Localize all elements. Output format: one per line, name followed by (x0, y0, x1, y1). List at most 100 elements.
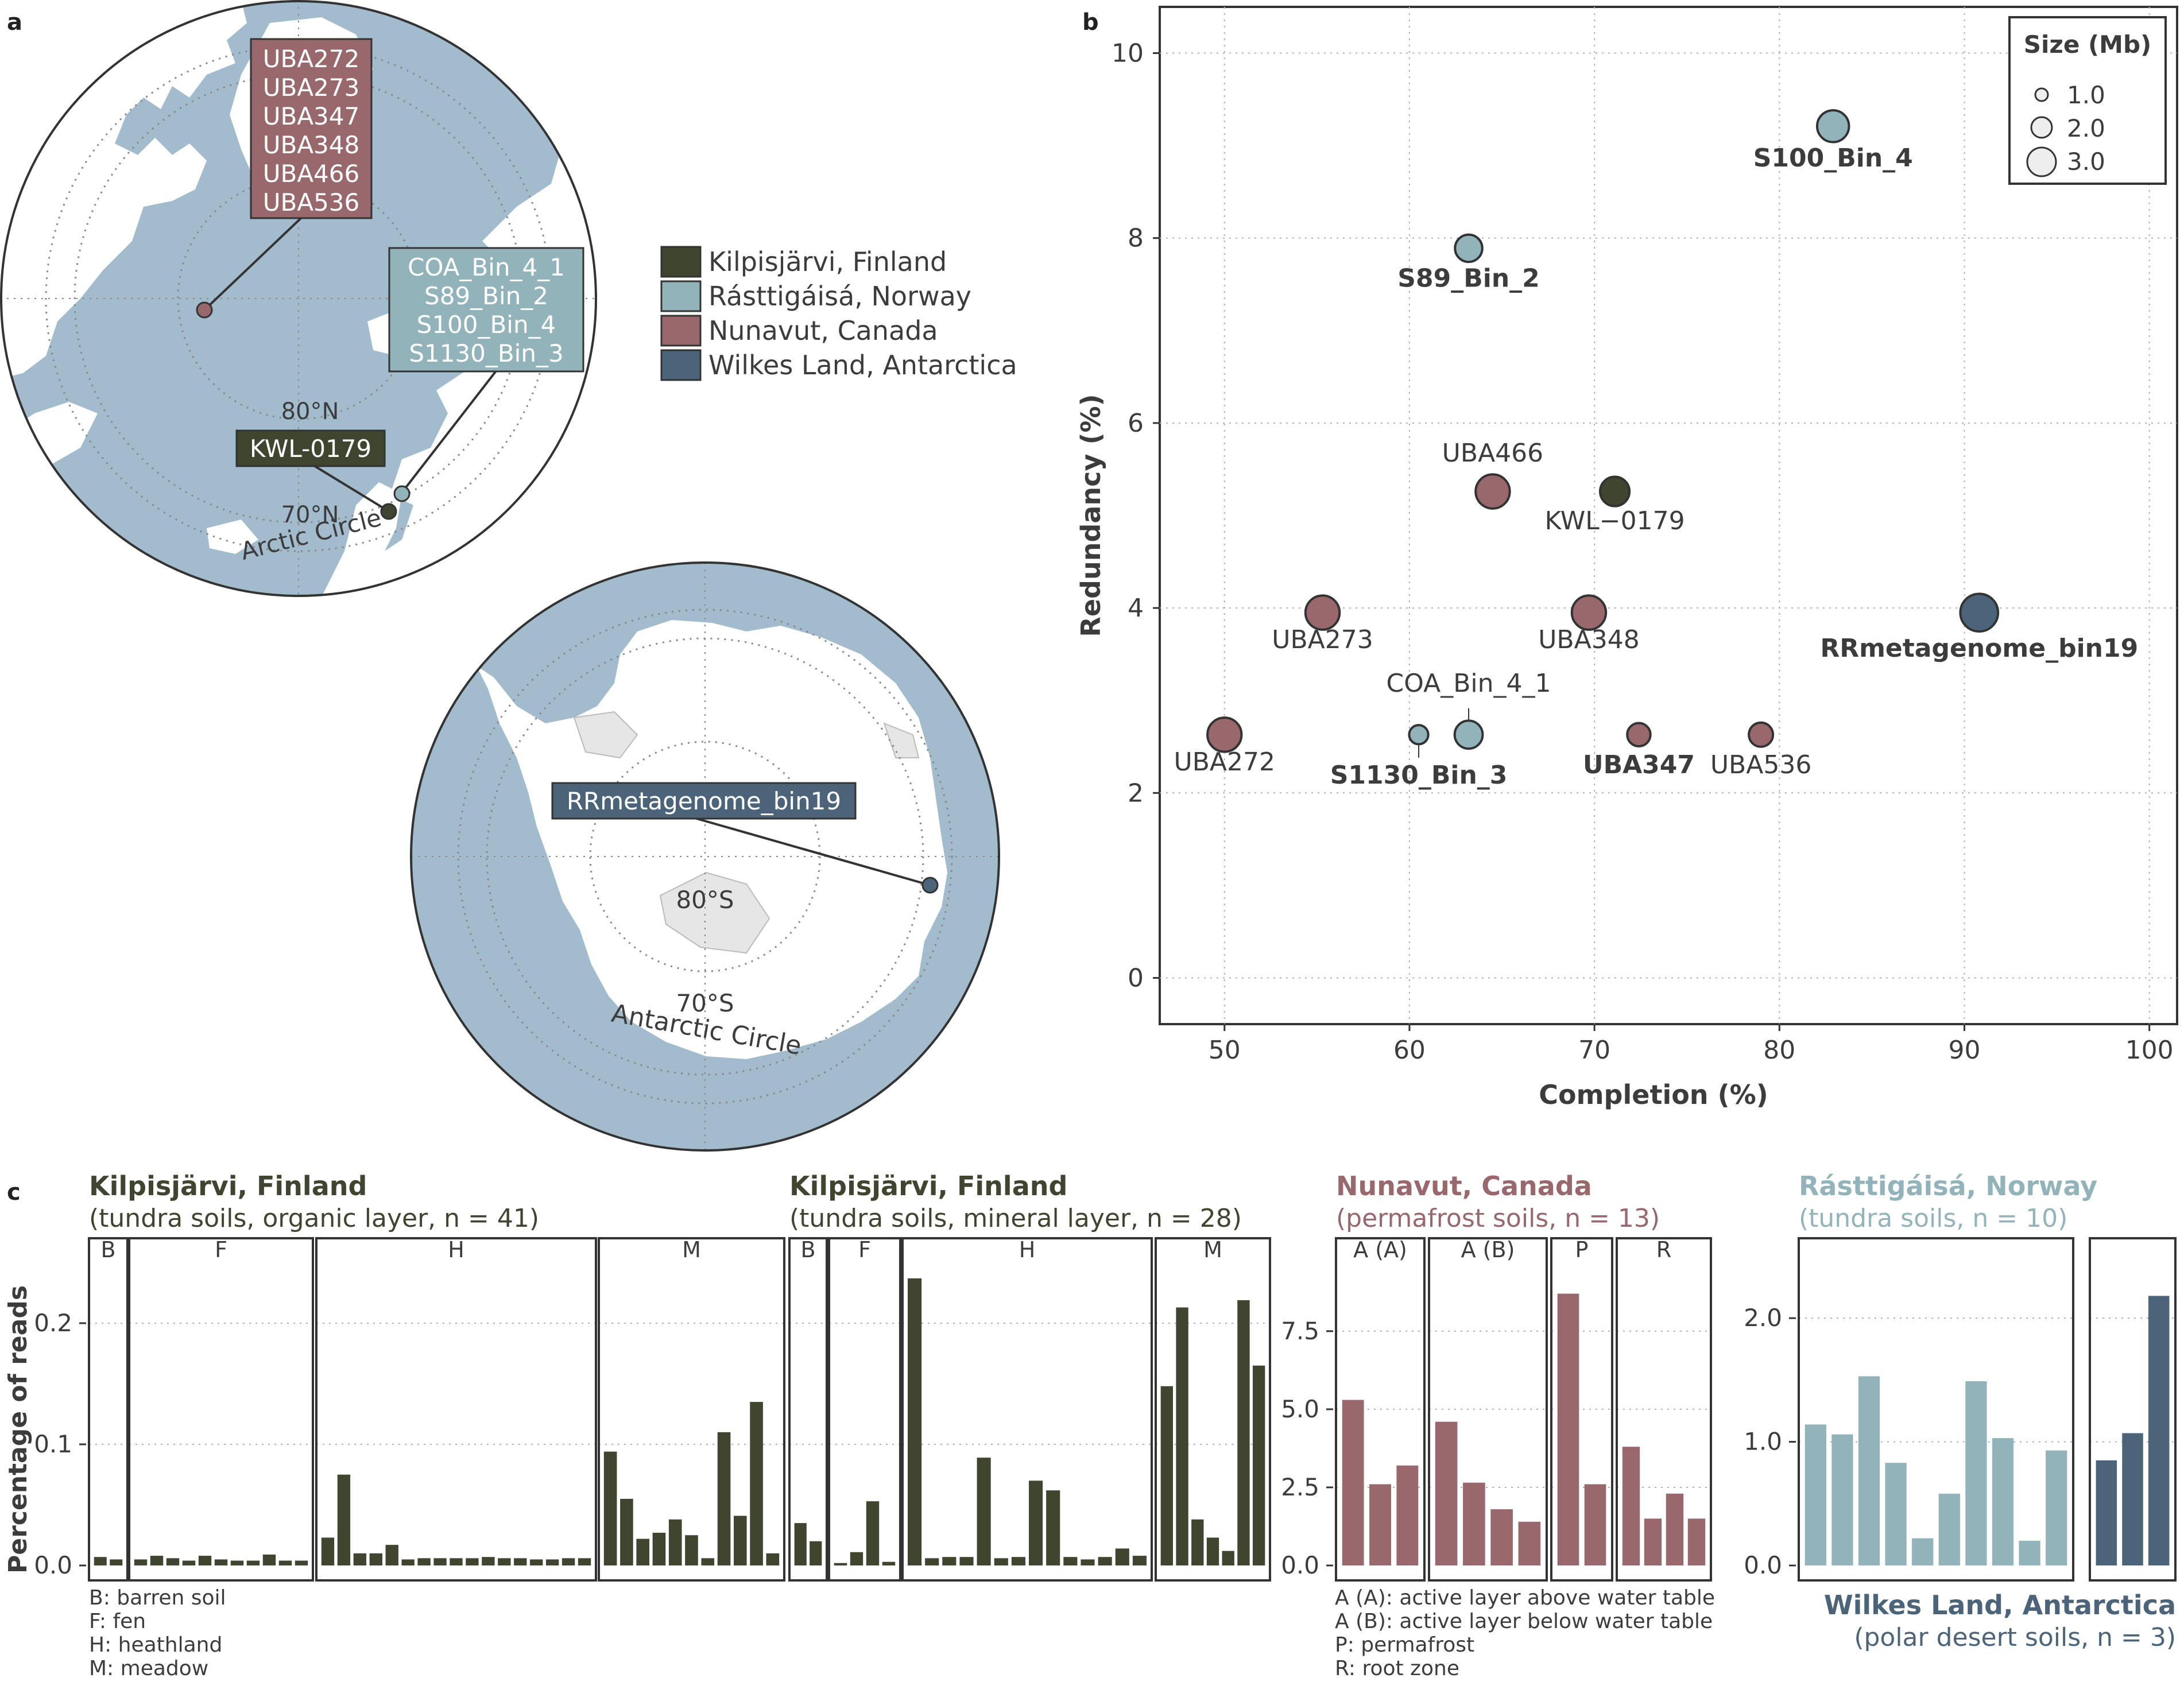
legend-swatch-wilkes (660, 349, 702, 381)
nunavut-mag-box: UBA272 UBA273 UBA347 UBA348 UBA466 UBA53… (250, 38, 373, 219)
bar-y-tick-label: 0.0 (1744, 1551, 1782, 1579)
size-legend-label: 1.0 (2067, 81, 2105, 109)
permafrost-key-line: A (B): active layer below water table (1335, 1610, 1713, 1633)
bar-facet: R (1616, 1237, 1712, 1582)
bar (2148, 1296, 2170, 1565)
y-tick-label: 4 (1128, 594, 1144, 623)
bar (246, 1560, 260, 1565)
y-tick-label: 6 (1128, 409, 1144, 438)
bar (401, 1559, 415, 1565)
scatter-point (1304, 594, 1341, 631)
bar (977, 1458, 991, 1565)
bar-facet-frame (1550, 1237, 1613, 1582)
bar (1644, 1518, 1662, 1565)
label-70s: 70°S (676, 989, 734, 1017)
facet-label: H (448, 1237, 464, 1262)
facet-label: B (800, 1237, 815, 1262)
bar (882, 1561, 896, 1565)
bar (717, 1432, 731, 1565)
bar-y-tick-label: 2.0 (1744, 1304, 1782, 1332)
bar (1518, 1521, 1541, 1565)
panel-label-a: a (7, 9, 22, 36)
legend-label: Nunavut, Canada (708, 315, 938, 346)
bar (1222, 1551, 1234, 1565)
bar (959, 1557, 974, 1565)
bar (353, 1553, 367, 1565)
bar-facet (2089, 1237, 2177, 1582)
antarctic-parallel-80 (589, 741, 821, 972)
bar (1490, 1509, 1513, 1565)
scatter-point-label: S89_Bin_2 (1397, 263, 1539, 293)
bar (603, 1451, 617, 1565)
bar (994, 1558, 1008, 1565)
size-legend-label: 3.0 (2067, 148, 2105, 176)
bar-group: 0.0 0.1 0.2 B F H M (34, 1237, 785, 1582)
bar (94, 1557, 107, 1565)
bar (834, 1563, 847, 1565)
bar-facet-frame (598, 1237, 785, 1582)
scatter-plot-frame (1159, 6, 2178, 1025)
bar (321, 1537, 335, 1565)
bar (2122, 1433, 2143, 1565)
scatter-ticks: 50 60 70 80 90 100 0 2 4 6 8 10 (1112, 39, 2174, 1065)
size-legend-marker (2034, 87, 2049, 102)
bar (134, 1559, 148, 1565)
bar (2096, 1460, 2117, 1565)
bar (1463, 1482, 1485, 1565)
bar-facet: A (A) (1335, 1237, 1426, 1582)
scatter-x-axis-label: Completion (%) (1539, 1079, 1768, 1110)
x-tick-label: 80 (1763, 1036, 1795, 1065)
habitat-key-line: M: meadow (89, 1657, 208, 1680)
size-legend-marker (2026, 146, 2057, 177)
bar (734, 1516, 747, 1565)
wilkes-box-label: RRmetagenome_bin19 (567, 787, 841, 815)
bar (110, 1559, 123, 1565)
bar (750, 1402, 763, 1565)
finland-box-label: KWL-0179 (250, 435, 371, 463)
bar (1992, 1438, 2014, 1565)
norway-box-line: S89_Bin_2 (424, 282, 548, 310)
nunavut-box-line: UBA466 (263, 160, 359, 188)
group-title-kilpisjarvi-organic: Kilpisjärvi, Finland (89, 1171, 367, 1202)
bar (433, 1558, 447, 1565)
bar-y-tick-label: 2.5 (1281, 1473, 1319, 1501)
legend-label: Wilkes Land, Antarctica (708, 350, 1017, 381)
bar-facet: F (128, 1237, 314, 1582)
bar (908, 1278, 922, 1565)
scatter-point (1626, 722, 1652, 748)
facet-label: R (1656, 1237, 1671, 1262)
site-point-wilkes (921, 877, 939, 894)
site-point-nunavut (196, 301, 213, 319)
bar (278, 1560, 292, 1565)
label-80n: 80°N (281, 398, 339, 425)
bar-y-tick-label: 0.2 (34, 1309, 72, 1337)
legend-swatch-kilpisjarvi (660, 246, 702, 278)
group-title-nunavut: Nunavut, Canada (1336, 1171, 1592, 1202)
bar (652, 1533, 666, 1565)
bar (1081, 1559, 1095, 1565)
scatter-point (1959, 592, 2000, 633)
size-legend-marker (2030, 116, 2053, 139)
bar (925, 1558, 939, 1565)
bar-facet-frame (1798, 1237, 2074, 1582)
bar (850, 1552, 863, 1565)
scatter-point (1408, 724, 1430, 746)
group-title-kilpisjarvi-mineral: Kilpisjärvi, Finland (789, 1171, 1067, 1202)
bar (685, 1535, 698, 1565)
bar (262, 1555, 276, 1565)
wilkes-mag-box: RRmetagenome_bin19 (551, 782, 857, 820)
scatter-point (1206, 716, 1243, 753)
bar-facet: B (88, 1237, 129, 1582)
group-subtitle-wilkes: (polar desert soils, n = 3) (1854, 1623, 2176, 1652)
bar-facet: H (315, 1237, 597, 1582)
bar (1435, 1421, 1458, 1565)
norway-box-line: S1130_Bin_3 (409, 339, 563, 367)
facet-label: A (A) (1353, 1237, 1407, 1262)
size-legend: Size (Mb) 1.0 2.0 3.0 (2008, 16, 2167, 185)
permafrost-key: A (A): active layer above water table A … (1335, 1586, 1715, 1680)
habitat-key-line: B: barren soil (89, 1586, 226, 1610)
group-title-wilkes: Wilkes Land, Antarctica (1824, 1590, 2176, 1621)
bar (1191, 1519, 1204, 1565)
